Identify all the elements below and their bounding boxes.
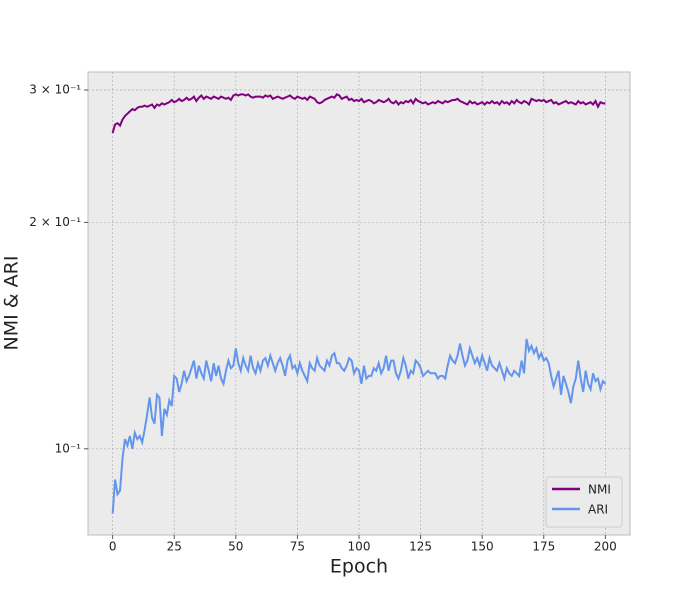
x-tick-label: 25 [167,540,182,554]
legend-label: NMI [588,483,611,497]
x-tick-label: 75 [290,540,305,554]
y-tick-label: 2 × 10⁻¹ [29,215,81,229]
x-axis-label: Epoch [330,556,388,578]
x-tick-label: 0 [109,540,117,554]
series-line [111,338,607,514]
x-tick-label: 100 [348,540,371,554]
legend-label: ARI [588,503,608,517]
x-tick-label: 150 [471,540,494,554]
x-tick-label: 175 [532,540,555,554]
series-line [111,93,606,134]
y-axis-label: NMI & ARI [1,256,23,351]
x-tick-label: 125 [409,540,432,554]
x-tick-label: 50 [228,540,243,554]
x-tick-label: 200 [594,540,617,554]
y-tick-label: 10⁻¹ [55,441,82,455]
y-tick-label: 3 × 10⁻¹ [29,83,81,97]
